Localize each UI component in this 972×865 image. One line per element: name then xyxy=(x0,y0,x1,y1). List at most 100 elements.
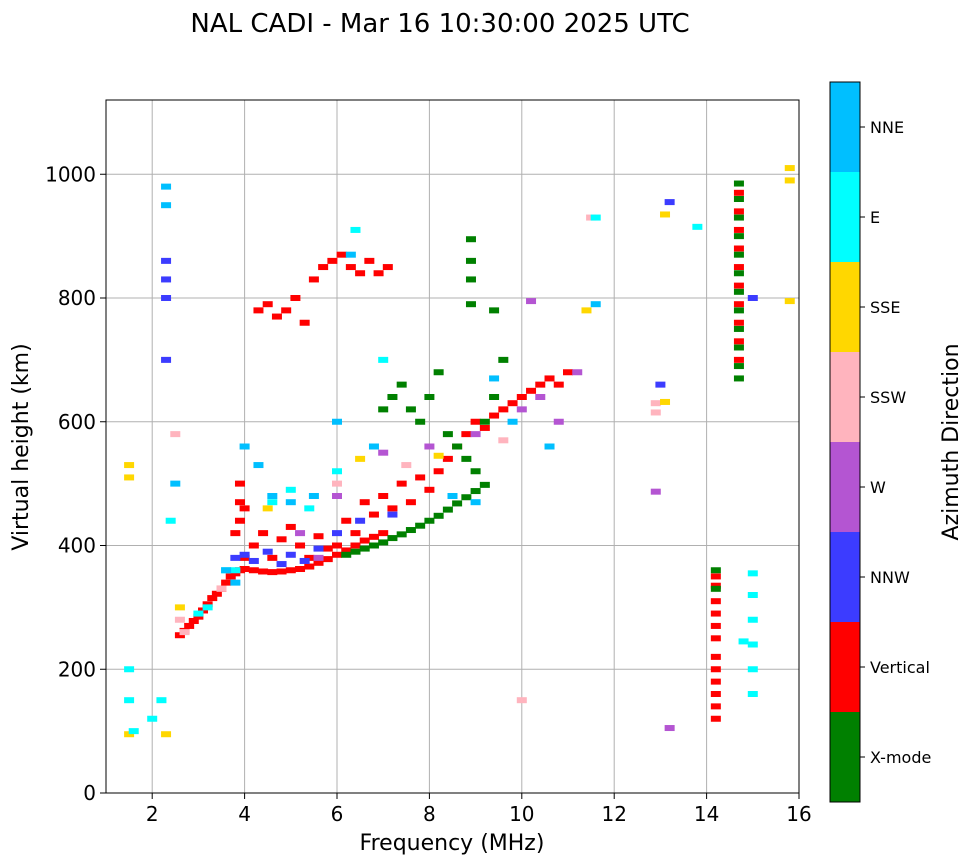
data-point xyxy=(378,356,389,363)
data-point xyxy=(733,251,744,258)
data-point xyxy=(332,551,342,558)
data-point xyxy=(230,579,241,586)
data-point xyxy=(230,570,241,577)
grid xyxy=(106,100,800,794)
data-point xyxy=(526,298,537,305)
data-point xyxy=(405,499,416,506)
data-point xyxy=(563,369,573,376)
data-point xyxy=(248,542,259,549)
series-x-mode xyxy=(341,180,744,592)
data-point xyxy=(710,653,721,660)
data-point xyxy=(692,223,703,230)
data-point xyxy=(747,592,758,598)
data-points xyxy=(124,165,795,738)
colorbar-segment xyxy=(830,262,860,352)
x-axis-label: Frequency (MHz) xyxy=(360,831,545,856)
data-point xyxy=(733,264,744,271)
data-point xyxy=(747,691,758,697)
data-point xyxy=(733,196,744,202)
data-point xyxy=(221,567,232,574)
data-point xyxy=(784,165,795,172)
data-point xyxy=(378,530,389,537)
data-point xyxy=(332,530,342,537)
data-point xyxy=(733,356,744,363)
data-point xyxy=(465,257,476,264)
data-point xyxy=(124,666,135,673)
data-point xyxy=(498,356,509,363)
data-point xyxy=(733,363,744,370)
data-point xyxy=(387,535,398,542)
data-point xyxy=(378,493,389,499)
data-point xyxy=(165,517,176,524)
data-point xyxy=(295,542,306,549)
data-point xyxy=(710,715,721,722)
data-point xyxy=(405,406,416,413)
data-point xyxy=(262,301,273,308)
data-point xyxy=(202,601,213,608)
data-point xyxy=(553,381,564,388)
y-tick-label: 400 xyxy=(58,534,96,558)
data-point xyxy=(664,199,675,206)
data-point xyxy=(304,505,315,512)
data-point xyxy=(359,537,370,544)
data-point xyxy=(433,512,444,519)
data-point xyxy=(174,632,185,639)
data-point xyxy=(161,356,172,363)
y-tick-label: 200 xyxy=(58,657,96,681)
data-point xyxy=(378,539,389,546)
data-point xyxy=(313,533,324,540)
data-point xyxy=(733,189,744,196)
data-point xyxy=(479,481,490,488)
data-point xyxy=(581,307,592,314)
data-point xyxy=(710,666,721,673)
colorbar-segment xyxy=(830,172,860,262)
y-axis-label: Virtual height (km) xyxy=(9,343,34,550)
data-point xyxy=(498,437,509,444)
data-point xyxy=(424,486,435,493)
data-point xyxy=(396,531,407,538)
data-point xyxy=(350,226,361,233)
data-point xyxy=(747,641,758,648)
data-point xyxy=(465,236,476,243)
colorbar-segment xyxy=(830,622,860,712)
data-point xyxy=(733,375,744,382)
data-point xyxy=(332,493,342,499)
y-tick-label: 600 xyxy=(58,410,96,434)
data-point xyxy=(507,400,518,407)
data-point xyxy=(660,211,671,218)
data-point xyxy=(230,530,241,537)
data-point xyxy=(345,264,356,271)
data-point xyxy=(516,394,527,400)
y-tick-label: 0 xyxy=(83,781,96,805)
data-point xyxy=(516,697,527,704)
data-point xyxy=(738,638,749,645)
data-point xyxy=(299,557,310,564)
data-point xyxy=(350,530,361,537)
data-point xyxy=(364,257,375,264)
series-e xyxy=(124,214,758,735)
data-point xyxy=(373,270,384,277)
colorbar-tick-label: SSW xyxy=(870,388,906,407)
data-point xyxy=(267,499,278,506)
colorbar-tick-label: NNE xyxy=(870,118,904,137)
data-point xyxy=(253,307,264,314)
series-sse xyxy=(124,165,795,738)
data-point xyxy=(234,517,245,524)
data-point xyxy=(188,617,199,624)
data-point xyxy=(193,610,204,617)
data-point xyxy=(461,455,472,462)
data-point xyxy=(447,493,458,499)
data-point xyxy=(341,551,352,558)
data-point xyxy=(368,542,379,549)
data-point xyxy=(710,691,721,697)
data-point xyxy=(747,666,758,673)
data-point xyxy=(304,563,315,570)
data-point xyxy=(535,394,546,400)
colorbar-segment xyxy=(830,712,860,802)
series-nnw xyxy=(161,199,758,568)
colorbar-tick-label: Vertical xyxy=(870,658,930,677)
data-point xyxy=(396,480,407,487)
data-point xyxy=(465,301,476,308)
data-point xyxy=(650,400,661,407)
data-point xyxy=(710,585,721,592)
